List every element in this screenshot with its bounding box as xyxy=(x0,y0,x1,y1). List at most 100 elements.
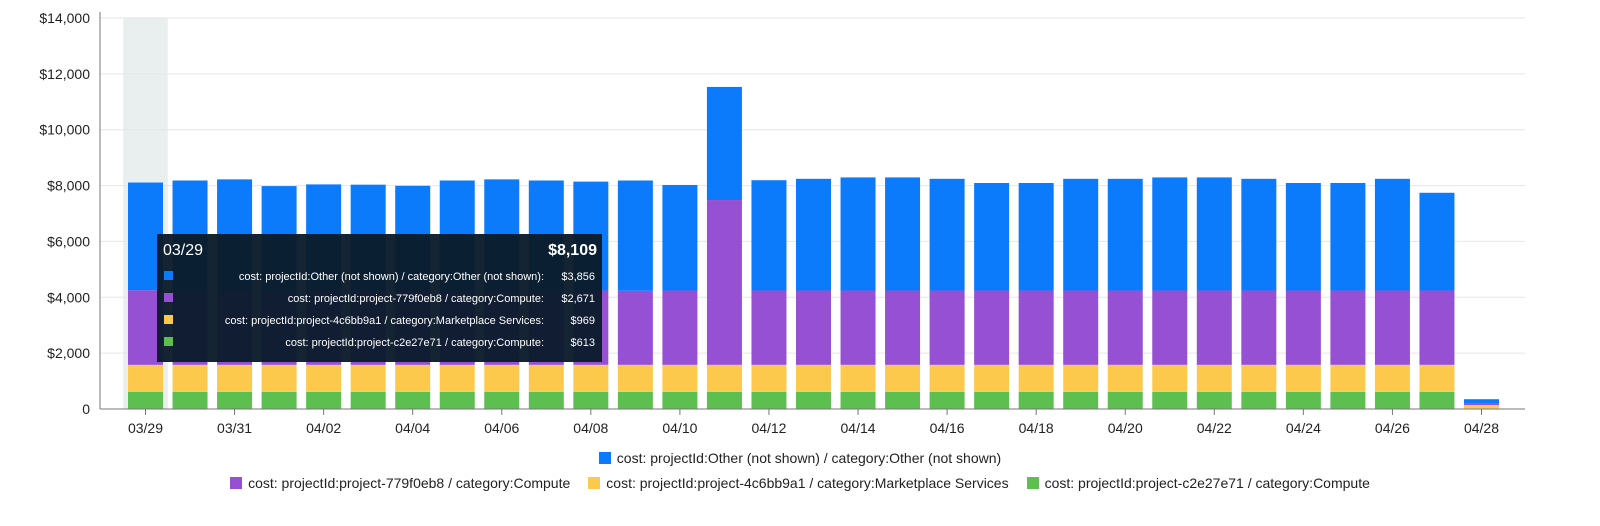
bar-segment xyxy=(1063,178,1099,291)
y-tick-label: $2,000 xyxy=(47,345,90,361)
legend-label: cost: projectId:project-4c6bb9a1 / categ… xyxy=(606,475,1009,491)
legend-swatch xyxy=(598,452,611,464)
tooltip-row-value: $3,856 xyxy=(561,271,595,283)
x-tick-label: 04/24 xyxy=(1286,420,1321,436)
bar-segment xyxy=(706,86,742,201)
tooltip-row-label: cost: projectId:project-779f0eb8 / categ… xyxy=(288,293,544,305)
x-tick-label: 04/14 xyxy=(841,420,876,436)
legend-row-2: cost: projectId:project-779f0eb8 / categ… xyxy=(0,475,1600,491)
bar-segment xyxy=(1374,178,1410,291)
bar-segment xyxy=(350,364,386,392)
bar-segment xyxy=(395,364,431,392)
bar-segment xyxy=(128,364,163,392)
bar-segment xyxy=(395,391,431,409)
x-tick-label: 04/04 xyxy=(395,420,430,436)
bar-segment xyxy=(974,391,1010,409)
bar-segment xyxy=(796,364,831,392)
x-tick-label: 04/08 xyxy=(573,420,608,436)
bar-segment xyxy=(885,391,921,409)
legend-item[interactable]: cost: projectId:project-779f0eb8 / categ… xyxy=(230,475,570,491)
legend-item[interactable]: cost: projectId:project-c2e27e71 / categ… xyxy=(1026,475,1370,491)
tooltip-row-label: cost: projectId:project-c2e27e71 / categ… xyxy=(285,337,544,349)
bar-segment xyxy=(796,178,831,291)
y-tick-label: $8,000 xyxy=(47,178,90,194)
bar-segment xyxy=(840,290,876,365)
bar-segment xyxy=(1152,364,1188,392)
y-tick-label: $12,000 xyxy=(39,66,90,82)
bar-segment xyxy=(1107,364,1143,392)
legend-label: cost: projectId:project-779f0eb8 / categ… xyxy=(248,475,571,491)
y-tick-label: $10,000 xyxy=(39,122,90,138)
x-tick-label: 04/02 xyxy=(306,420,341,436)
legend-item[interactable]: cost: projectId:project-4c6bb9a1 / categ… xyxy=(588,475,1009,491)
tooltip-row-value: $2,671 xyxy=(561,293,595,305)
bar-segment xyxy=(617,364,653,392)
bar-segment xyxy=(974,183,1010,291)
bar-segment xyxy=(1464,403,1499,406)
bar-segment xyxy=(350,391,386,409)
bar-segment xyxy=(1285,183,1321,291)
bar-segment xyxy=(1241,290,1277,365)
bar-segment xyxy=(885,177,921,291)
bar-segment xyxy=(1196,177,1232,291)
bar-segment xyxy=(1196,290,1232,365)
bar-segment xyxy=(751,180,787,291)
bar-segment xyxy=(617,180,653,291)
legend-item[interactable]: cost: projectId:Other (not shown) / cate… xyxy=(598,450,1001,466)
x-tick-label: 04/06 xyxy=(484,420,519,436)
bar-segment xyxy=(1018,391,1054,409)
bar-segment xyxy=(261,364,297,392)
bar-segment xyxy=(929,178,965,291)
bar-segment xyxy=(1107,178,1143,291)
bar-segment xyxy=(439,391,475,409)
bar-segment xyxy=(217,364,253,392)
bar-segment xyxy=(217,391,253,409)
bar-segment xyxy=(929,290,965,365)
bar-segment xyxy=(662,364,698,392)
bar-segment xyxy=(1464,399,1499,404)
bar-segment xyxy=(885,290,921,365)
y-tick-label: $4,000 xyxy=(47,289,90,305)
legend-swatch xyxy=(1026,477,1039,489)
x-tick-label: 04/20 xyxy=(1108,420,1143,436)
bar-segment xyxy=(1152,290,1188,365)
tooltip-row-value: $613 xyxy=(571,337,595,349)
bar-segment xyxy=(617,391,653,409)
bar-segment xyxy=(840,177,876,291)
tooltip-box xyxy=(157,234,602,362)
y-tick-label: 0 xyxy=(82,401,90,417)
bar-segment xyxy=(1152,391,1188,409)
bar-segment xyxy=(172,364,208,392)
legend-swatch xyxy=(230,477,243,489)
bar-segment xyxy=(1063,290,1099,365)
x-tick-label: 04/12 xyxy=(751,420,786,436)
bar-segment xyxy=(974,364,1010,392)
bar-segment xyxy=(751,290,787,365)
bar-segment xyxy=(617,290,653,365)
bar-segment xyxy=(1419,290,1455,365)
bar-segment xyxy=(1285,290,1321,365)
tooltip: 03/29 $8,109 cost: projectId:Other (not sh… xyxy=(157,234,602,362)
bar-segment xyxy=(1330,290,1366,365)
bar-segment xyxy=(929,364,965,392)
bar-segment xyxy=(1196,391,1232,409)
bar-segment xyxy=(1063,364,1099,392)
bar-segment xyxy=(573,391,609,409)
bar-segment xyxy=(439,364,475,392)
bar-segment xyxy=(796,391,831,409)
legend-label: cost: projectId:project-c2e27e71 / categ… xyxy=(1044,475,1370,491)
x-tick-label: 03/29 xyxy=(128,420,163,436)
tooltip-row-value: $969 xyxy=(571,315,595,327)
bar-segment xyxy=(484,391,520,409)
tooltip-swatch xyxy=(164,271,173,280)
tooltip-swatch xyxy=(164,293,173,302)
bar-segment xyxy=(974,290,1010,365)
x-tick-label: 04/22 xyxy=(1197,420,1232,436)
bar-segment xyxy=(1107,391,1143,409)
x-tick-label: 03/31 xyxy=(217,420,252,436)
bar-segment xyxy=(1330,391,1366,409)
bar-segment xyxy=(840,364,876,392)
bar-segment xyxy=(1063,391,1099,409)
bar-segment xyxy=(573,364,609,392)
